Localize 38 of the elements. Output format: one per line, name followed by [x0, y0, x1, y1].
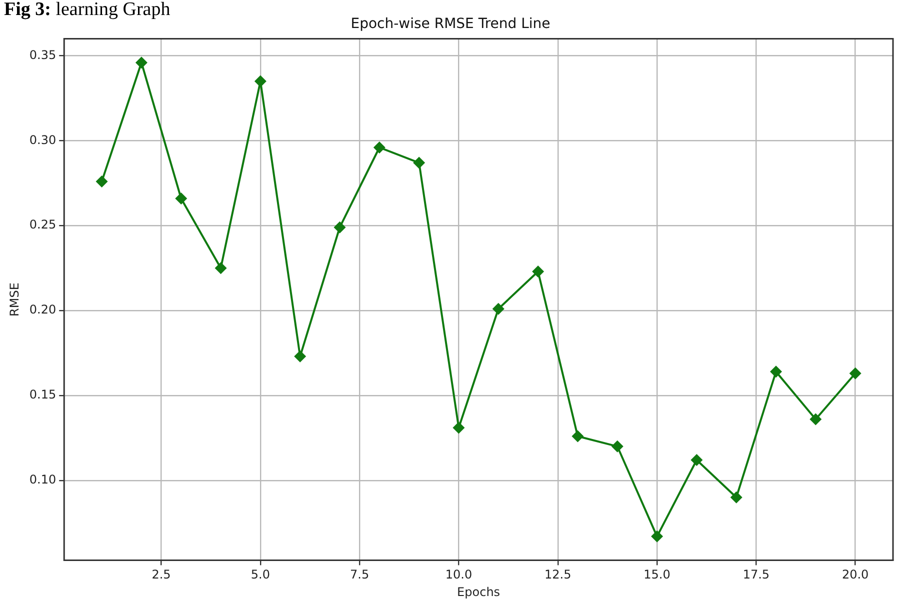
x-tick-label: 7.5: [350, 568, 370, 582]
point: [651, 530, 664, 542]
y-tick-label: 0.10: [29, 472, 56, 486]
x-tick-label: 17.5: [742, 568, 770, 582]
point: [770, 366, 782, 378]
point: [611, 440, 624, 452]
x-tick-label: 10.0: [445, 568, 472, 582]
x-axis-title: Epochs: [457, 584, 500, 599]
point: [572, 430, 584, 442]
y-tick-label: 0.15: [29, 388, 56, 402]
point: [452, 422, 465, 434]
point: [334, 221, 346, 234]
x-tick-label: 20.0: [842, 568, 869, 582]
point: [849, 367, 862, 380]
point: [373, 141, 386, 154]
x-tick-label: 2.5: [152, 568, 171, 582]
point: [690, 454, 703, 466]
point: [214, 262, 227, 274]
chart-title: Epoch-wise RMSE Trend Line: [350, 16, 550, 32]
point: [730, 491, 742, 504]
x-tick-label: 12.5: [544, 568, 572, 582]
point: [532, 265, 544, 278]
point: [135, 56, 148, 69]
y-tick-label: 0.30: [29, 132, 56, 147]
y-tick-label: 0.25: [29, 218, 56, 232]
x-tick-label: 5.0: [250, 568, 270, 582]
point: [254, 75, 266, 88]
y-tick-label: 0.20: [29, 302, 56, 317]
point: [492, 302, 504, 315]
caption: Fig 3: learning Graph: [4, 0, 170, 20]
point: [413, 156, 426, 169]
point: [96, 175, 108, 188]
point: [294, 350, 306, 362]
x-tick-label: 15.0: [644, 568, 670, 582]
point: [175, 192, 188, 204]
y-axis-title: RMSE: [7, 282, 22, 316]
point: [810, 413, 822, 426]
y-tick-label: 0.35: [29, 48, 56, 62]
